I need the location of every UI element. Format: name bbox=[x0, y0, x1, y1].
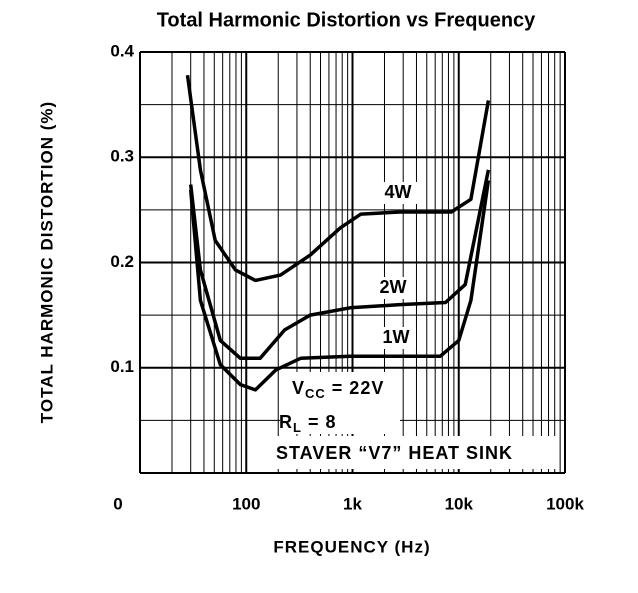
x-tick-label: 100 bbox=[232, 494, 260, 513]
series-label: 2W bbox=[380, 277, 407, 297]
series-label: 1W bbox=[383, 327, 410, 347]
chart-title: Total Harmonic Distortion vs Frequency bbox=[157, 9, 536, 31]
annotation-text: V bbox=[292, 378, 305, 398]
y-tick-label: 0.3 bbox=[110, 147, 134, 166]
x-axis-label: FREQUENCY (Hz) bbox=[273, 537, 430, 556]
x-tick-label: 100k bbox=[546, 494, 584, 513]
series-label: 4W bbox=[385, 182, 412, 202]
y-tick-label: 0.1 bbox=[110, 357, 134, 376]
annotation: RL = 8 bbox=[279, 412, 336, 436]
data-line bbox=[188, 180, 491, 392]
x-tick-label: 0 bbox=[113, 494, 122, 513]
x-tick-label: 10k bbox=[445, 494, 474, 513]
annotation-text: = 8 bbox=[302, 412, 337, 432]
annotation-text: = 22V bbox=[326, 378, 385, 398]
annotation: VCC = 22V bbox=[292, 378, 384, 402]
annotation: STAVER “V7” HEAT SINK bbox=[276, 443, 513, 463]
y-axis-label: TOTAL HARMONIC DISTORTION (%) bbox=[37, 101, 56, 423]
y-tick-label: 0.4 bbox=[110, 41, 134, 60]
annotation-background bbox=[280, 372, 400, 434]
data-line bbox=[188, 169, 491, 361]
annotation-subscript: L bbox=[293, 420, 302, 435]
series-label-background bbox=[373, 277, 413, 299]
series-label-background bbox=[378, 182, 418, 204]
annotation-subscript: CC bbox=[305, 386, 326, 401]
series-label-background bbox=[376, 327, 416, 349]
annotation-text: STAVER “V7” HEAT SINK bbox=[276, 443, 513, 463]
annotation-background bbox=[272, 436, 557, 469]
x-tick-label: 1k bbox=[343, 494, 362, 513]
annotation-text: R bbox=[279, 412, 293, 432]
data-line bbox=[185, 74, 491, 283]
y-tick-label: 0.2 bbox=[110, 252, 134, 271]
